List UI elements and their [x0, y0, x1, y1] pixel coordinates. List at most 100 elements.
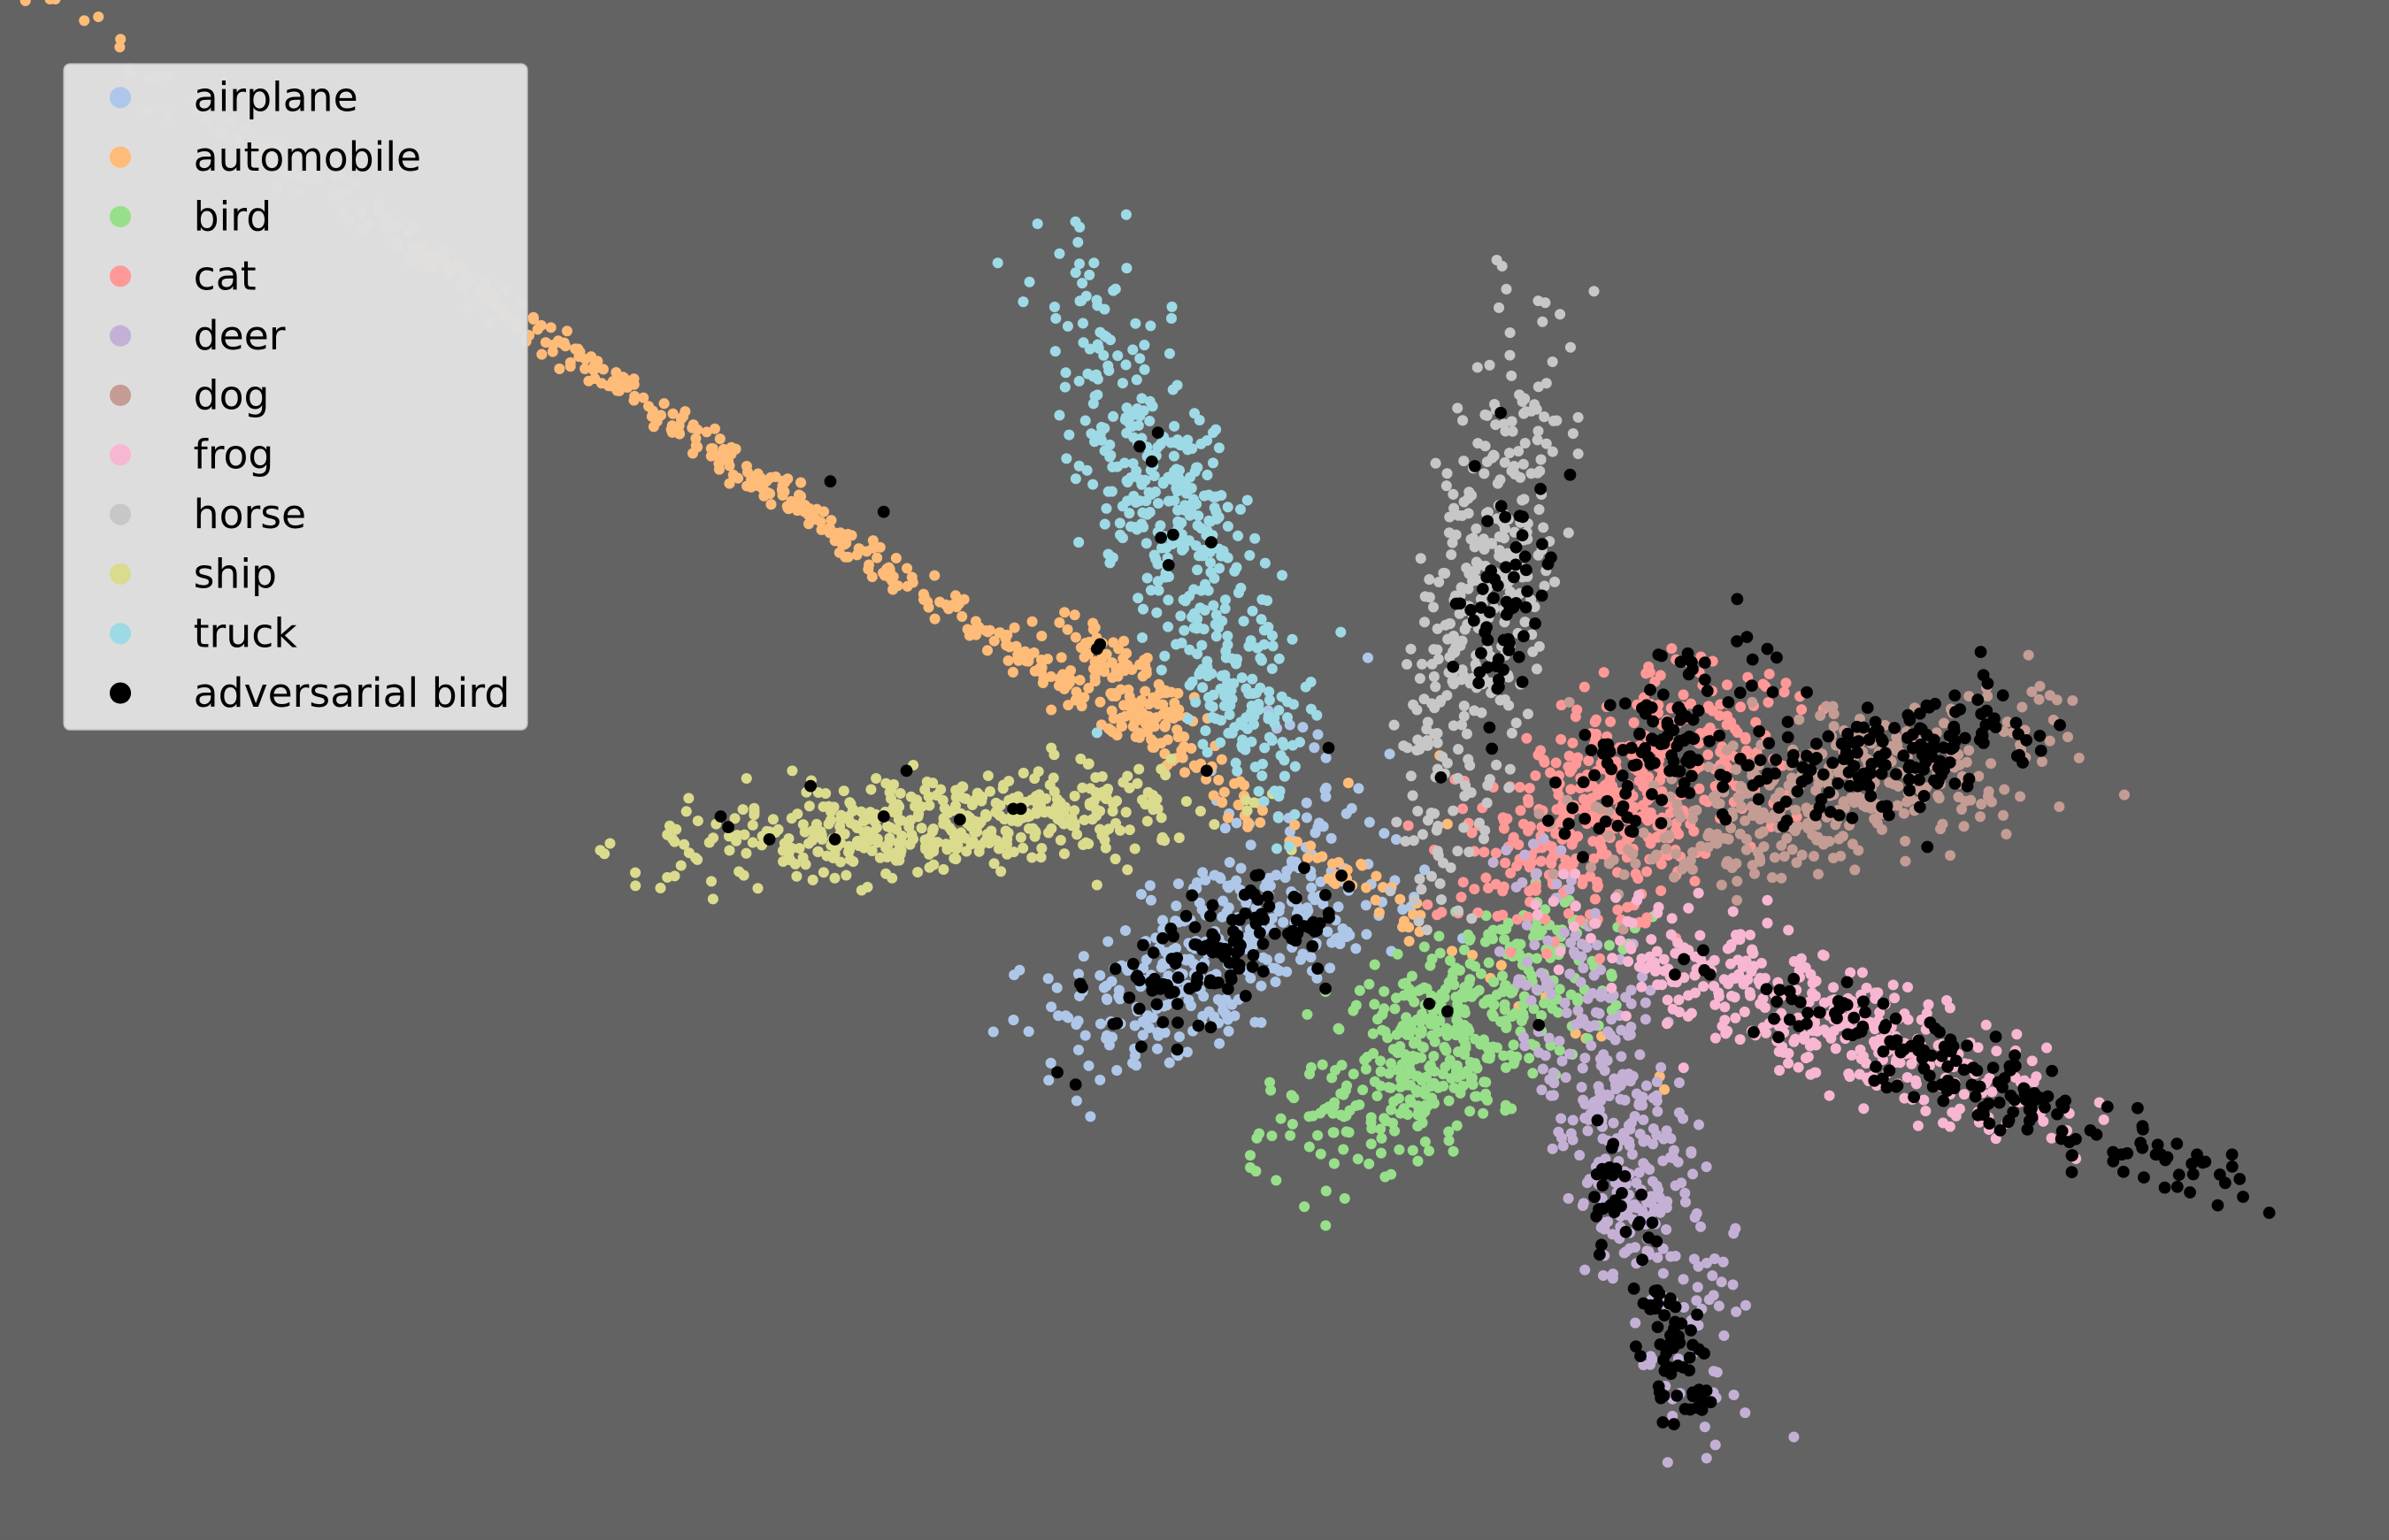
point-cat-410	[1612, 904, 1624, 916]
point-cat-448	[1502, 813, 1513, 824]
point-adversarial-bird-631	[1619, 787, 1632, 801]
point-deer-262	[1615, 1093, 1626, 1105]
point-truck-324	[1276, 570, 1288, 581]
point-dog-221	[1602, 830, 1614, 841]
point-adversarial-bird-444	[1913, 707, 1926, 720]
point-adversarial-bird-157	[1627, 1282, 1640, 1295]
point-adversarial-bird-125	[1221, 983, 1234, 995]
point-adversarial-bird-544	[1948, 735, 1962, 747]
point-deer-353	[1686, 1145, 1697, 1157]
point-ship-398	[835, 809, 847, 821]
point-frog-323	[1607, 953, 1618, 964]
point-ship-322	[1101, 793, 1113, 804]
point-adversarial-bird-497	[1777, 820, 1790, 832]
point-ship-332	[887, 803, 899, 815]
point-adversarial-bird-117	[1203, 977, 1217, 990]
point-horse-187	[1398, 740, 1410, 752]
point-airplane-216	[1197, 867, 1209, 878]
point-ship-289	[786, 813, 797, 824]
point-deer-327	[1665, 1133, 1677, 1145]
point-truck-57	[1256, 770, 1268, 782]
point-cat-130	[1740, 733, 1751, 745]
point-adversarial-bird-699	[1494, 500, 1508, 512]
point-truck-446	[1259, 742, 1271, 754]
point-horse-67	[1535, 454, 1547, 465]
point-dog-216	[1770, 793, 1781, 804]
point-airplane-41	[1270, 976, 1281, 988]
point-ship-409	[949, 853, 960, 864]
point-bird-116	[1479, 1076, 1490, 1088]
point-frog-353	[1762, 917, 1773, 929]
point-bird-408	[1320, 1185, 1332, 1197]
point-frog-328	[1652, 979, 1663, 991]
point-horse-174	[1412, 805, 1424, 817]
point-deer-251	[1556, 1055, 1568, 1067]
point-ship-99	[794, 842, 805, 854]
point-horse-184	[1418, 617, 1431, 628]
point-bird-326	[1464, 1106, 1476, 1117]
point-bird-361	[1466, 991, 1478, 1002]
point-truck-163	[1144, 415, 1156, 427]
point-dog-211	[1622, 844, 1633, 855]
point-adversarial-bird-514	[1869, 716, 1882, 729]
point-dog-309	[1727, 740, 1739, 752]
point-airplane-316	[1384, 748, 1395, 760]
point-ship-294	[669, 836, 680, 847]
point-horse-324	[1456, 635, 1468, 647]
point-adversarial-bird-187	[1660, 1347, 1673, 1360]
point-dog-265	[2062, 732, 2074, 743]
point-ship-176	[692, 815, 703, 827]
point-deer-185	[1597, 1269, 1609, 1282]
point-frog-114	[1889, 992, 1901, 1004]
point-ship-327	[938, 863, 949, 875]
point-adversarial-bird-55	[1073, 977, 1087, 991]
point-dog-355	[1563, 696, 1575, 708]
point-truck-280	[1193, 510, 1204, 522]
point-automobile-350	[1659, 1084, 1671, 1095]
point-adversarial-bird-210	[1588, 1191, 1601, 1204]
series-truck	[992, 209, 1347, 854]
point-deer-342	[1660, 1199, 1671, 1211]
point-frog-190	[1623, 955, 1634, 967]
point-cat-430	[1578, 793, 1589, 805]
point-frog-309	[1778, 1046, 1789, 1058]
point-truck-390	[1222, 630, 1233, 641]
point-frog-295	[1709, 1032, 1721, 1044]
point-dog-106	[1815, 710, 1826, 722]
point-deer-155	[1718, 1330, 1730, 1342]
point-truck-379	[1138, 405, 1149, 417]
point-airplane-154	[1346, 802, 1357, 814]
point-truck-75	[1222, 502, 1233, 513]
point-automobile-155	[93, 11, 104, 23]
point-airplane-278	[1183, 994, 1194, 1006]
point-bird-125	[1299, 1201, 1310, 1213]
point-adversarial-bird-547	[1913, 773, 1925, 786]
point-adversarial-bird-87	[1192, 1019, 1205, 1032]
point-adversarial-bird-24	[1179, 909, 1193, 923]
point-cat-289	[1605, 716, 1617, 727]
point-bird-357	[1479, 1091, 1490, 1102]
point-airplane-245	[1281, 966, 1293, 977]
point-automobile-549	[1070, 632, 1081, 643]
point-truck-363	[1175, 440, 1187, 451]
point-ship-77	[1156, 812, 1167, 824]
point-ship-423	[1009, 793, 1020, 804]
point-ship-432	[871, 822, 882, 833]
point-deer-308	[1519, 1040, 1531, 1052]
point-truck-244	[1249, 532, 1261, 544]
point-adversarial-bird-368	[1912, 1034, 1925, 1047]
point-frog-79	[1824, 1090, 1835, 1101]
point-adversarial-bird-237	[2138, 1171, 2150, 1184]
point-airplane-328	[1325, 832, 1337, 844]
point-automobile-574	[1229, 778, 1241, 789]
point-deer-129	[1559, 997, 1571, 1008]
point-horse-104	[1441, 468, 1453, 479]
point-adversarial-bird-232	[2101, 1100, 2114, 1114]
point-adversarial-bird-539	[1876, 801, 1888, 813]
point-adversarial-bird-438	[1861, 701, 1874, 714]
point-automobile-6	[1002, 655, 1014, 666]
point-adversarial-bird-45	[1239, 990, 1252, 1002]
point-truck-241	[1125, 521, 1137, 532]
point-horse-280	[1452, 846, 1463, 857]
point-airplane-184	[1271, 870, 1282, 881]
